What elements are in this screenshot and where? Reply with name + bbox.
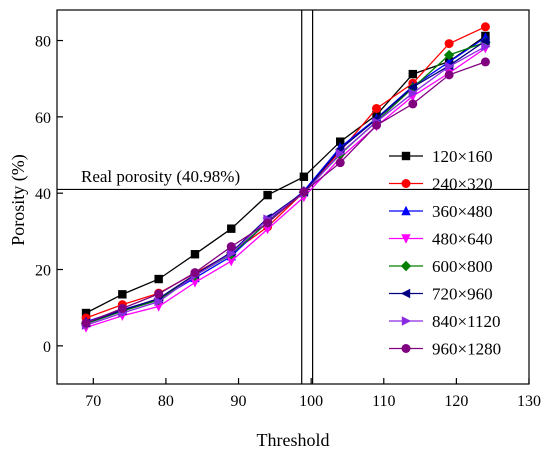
data-point: [336, 137, 345, 146]
legend-label: 720×960: [432, 285, 493, 304]
y-tick-label: 20: [35, 263, 51, 280]
data-point: [408, 69, 418, 79]
data-point: [227, 224, 236, 233]
x-tick-label: 80: [158, 393, 174, 410]
legend-item: 360×480: [389, 202, 493, 221]
data-point: [372, 120, 382, 130]
data-point: [372, 103, 382, 113]
plot-border: [56, 9, 530, 385]
legend-item: 480×640: [389, 230, 493, 249]
legend-label: 360×480: [432, 202, 493, 221]
data-point: [336, 148, 346, 159]
data-point: [480, 36, 490, 46]
data-point: [263, 190, 272, 200]
data-point: [190, 250, 200, 259]
series-8: [81, 57, 490, 328]
data-point: [299, 187, 309, 197]
legend-label: 480×640: [432, 230, 493, 249]
y-tick-label: 80: [35, 34, 51, 51]
legend-label: 120×160: [432, 147, 493, 166]
series-4: [81, 43, 491, 333]
legend-label: 960×1280: [432, 340, 501, 359]
legend-label: 840×1120: [432, 312, 500, 331]
data-point: [263, 218, 273, 228]
series-layer: [80, 22, 491, 333]
x-axis-label: Threshold: [257, 430, 330, 450]
data-point: [226, 256, 236, 267]
data-point: [154, 289, 164, 299]
data-point: [408, 99, 418, 109]
data-point: [481, 41, 491, 52]
data-point: [480, 22, 490, 32]
x-tick-label: 90: [231, 393, 247, 410]
data-point: [299, 172, 309, 181]
data-point: [190, 278, 200, 288]
legend-label: 240×320: [432, 175, 493, 194]
legend-item: 960×1280: [389, 340, 501, 359]
data-point: [443, 49, 455, 61]
x-tick-label: 100: [299, 393, 323, 410]
series-line: [85, 47, 486, 329]
legend-item: 600×800: [389, 257, 493, 276]
series-line: [85, 35, 486, 314]
y-tick-label: 60: [35, 110, 51, 127]
legend-marker: [401, 205, 411, 216]
plot-frame: [56, 9, 530, 385]
y-tick-label: 0: [43, 339, 51, 356]
data-point: [117, 303, 127, 313]
legend-item: 840×1120: [389, 312, 500, 331]
data-point: [227, 248, 237, 259]
y-axis-label: Porosity (%): [8, 154, 29, 246]
data-point: [480, 57, 490, 67]
data-point: [444, 70, 454, 80]
data-point: [335, 158, 345, 168]
legend-marker: [400, 288, 411, 299]
data-point: [444, 61, 455, 72]
y-tick-label: 40: [35, 186, 51, 203]
data-point: [81, 318, 91, 328]
data-point: [408, 88, 419, 98]
data-point: [118, 290, 127, 299]
legend-marker: [401, 344, 411, 353]
axis-ticks: 70 80 90 100 110 120 130 0 20 40 60 80: [35, 34, 541, 410]
data-point: [262, 224, 273, 235]
x-tick-label: 120: [444, 393, 468, 410]
data-point: [407, 82, 418, 92]
data-point: [190, 268, 200, 278]
x-tick-label: 110: [372, 393, 395, 410]
data-point: [154, 296, 164, 307]
data-point: [444, 39, 454, 49]
x-tick-label: 130: [517, 393, 541, 410]
real-porosity-annotation: Real porosity (40.98%): [81, 167, 240, 186]
legend-item: 720×960: [389, 285, 493, 304]
series-line: [85, 40, 486, 324]
legend-marker: [400, 260, 412, 272]
series-line: [85, 46, 486, 326]
legend-marker: [401, 151, 411, 161]
legend: 120×160 240×320 360×480 480×640 600×800 720×9…: [389, 147, 501, 359]
legend-item: 120×160: [389, 147, 493, 166]
data-point: [226, 242, 236, 252]
x-tick-label: 70: [85, 393, 101, 410]
series-line: [85, 61, 486, 324]
legend-label: 600×800: [432, 257, 493, 276]
data-point: [81, 308, 91, 318]
data-point: [154, 274, 163, 284]
legend-item: 240×320: [389, 175, 493, 194]
legend-marker: [401, 316, 412, 326]
legend-marker: [401, 179, 411, 188]
legend-marker: [401, 234, 411, 244]
series-line: [85, 26, 486, 319]
